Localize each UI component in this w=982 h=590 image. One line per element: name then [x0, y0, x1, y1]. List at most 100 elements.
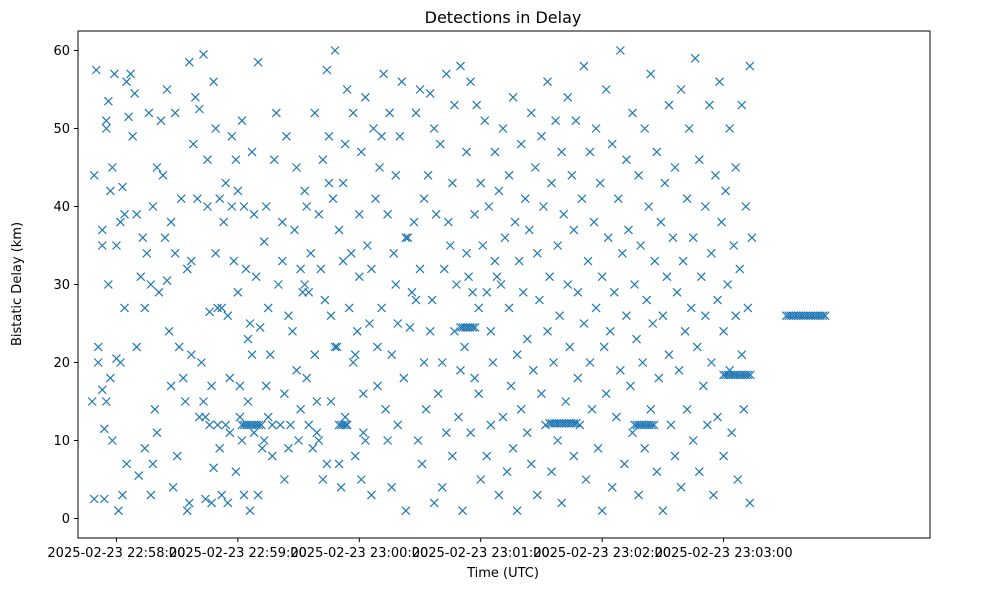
- data-point: [152, 428, 162, 438]
- data-point: [443, 217, 453, 227]
- data-point: [254, 420, 264, 430]
- data-point: [308, 443, 318, 453]
- data-point: [116, 358, 125, 367]
- data-point: [339, 420, 349, 430]
- data-point: [682, 404, 692, 414]
- data-point: [468, 322, 478, 332]
- data-point: [93, 358, 103, 367]
- data-point: [650, 256, 660, 266]
- data-point: [375, 163, 384, 172]
- data-point: [383, 436, 393, 445]
- data-point: [474, 303, 484, 313]
- data-point: [713, 412, 722, 422]
- data-point: [253, 57, 263, 67]
- data-point: [820, 311, 830, 321]
- data-point: [670, 451, 680, 461]
- data-point: [569, 225, 579, 235]
- data-point: [304, 287, 314, 297]
- data-point: [818, 311, 828, 321]
- data-point: [312, 397, 322, 406]
- data-point: [265, 350, 275, 360]
- data-point: [737, 100, 747, 110]
- data-point: [136, 272, 146, 282]
- data-point: [373, 342, 382, 352]
- data-point: [227, 131, 237, 141]
- data-point: [360, 436, 370, 445]
- data-point: [652, 467, 662, 477]
- data-point: [676, 482, 686, 492]
- data-point: [573, 373, 583, 383]
- data-point: [729, 241, 739, 250]
- data-point: [654, 373, 664, 383]
- data-point: [302, 373, 312, 383]
- data-point: [597, 272, 607, 282]
- data-point: [447, 178, 457, 188]
- data-point: [103, 96, 113, 106]
- data-point: [672, 287, 682, 297]
- data-point: [237, 116, 247, 126]
- data-point: [316, 264, 326, 274]
- data-point: [431, 209, 441, 219]
- data-point: [162, 85, 172, 94]
- data-point: [201, 412, 210, 422]
- data-point: [605, 326, 615, 336]
- data-point: [112, 241, 121, 250]
- data-point: [460, 342, 469, 352]
- data-point: [377, 303, 386, 313]
- data-point: [498, 412, 508, 422]
- data-point: [470, 322, 480, 332]
- data-point: [294, 436, 304, 445]
- data-point: [668, 233, 678, 243]
- data-point: [680, 326, 690, 336]
- data-point: [257, 443, 267, 453]
- data-point: [735, 264, 745, 274]
- data-point: [251, 272, 261, 282]
- data-point: [221, 420, 231, 430]
- data-point: [340, 412, 350, 422]
- data-point: [607, 139, 617, 149]
- data-point: [225, 428, 235, 438]
- data-point: [688, 233, 698, 243]
- data-point: [510, 217, 520, 227]
- data-point: [458, 506, 467, 516]
- data-point: [101, 397, 111, 406]
- data-point: [441, 428, 451, 438]
- data-point: [334, 459, 344, 469]
- data-point: [644, 202, 654, 211]
- data-point: [300, 280, 310, 289]
- data-point: [427, 295, 437, 305]
- data-point: [314, 209, 324, 219]
- data-point: [275, 420, 285, 430]
- data-point: [358, 389, 368, 399]
- data-point: [140, 303, 150, 313]
- data-point: [209, 463, 219, 473]
- y-tick-label: 20: [53, 356, 70, 371]
- data-point: [484, 202, 494, 211]
- data-point: [207, 381, 216, 391]
- data-point: [660, 178, 670, 188]
- data-point: [277, 256, 287, 266]
- data-point: [330, 342, 340, 352]
- data-point: [322, 65, 332, 75]
- data-point: [267, 451, 277, 461]
- data-point: [609, 287, 619, 297]
- data-point: [91, 65, 101, 75]
- data-point: [662, 272, 672, 282]
- data-point: [332, 342, 342, 352]
- data-point: [694, 467, 704, 477]
- data-point: [504, 170, 514, 180]
- data-point: [409, 217, 419, 227]
- data-point: [152, 163, 162, 172]
- data-point: [306, 248, 316, 258]
- data-point: [118, 490, 127, 500]
- data-point: [314, 436, 324, 445]
- data-point: [99, 424, 109, 434]
- data-point: [543, 77, 552, 87]
- data-point: [148, 202, 158, 211]
- data-point: [721, 186, 731, 196]
- data-point: [105, 186, 115, 196]
- y-tick-label: 0: [62, 512, 70, 527]
- data-point: [330, 46, 340, 55]
- data-point: [508, 92, 518, 102]
- data-point: [419, 194, 429, 204]
